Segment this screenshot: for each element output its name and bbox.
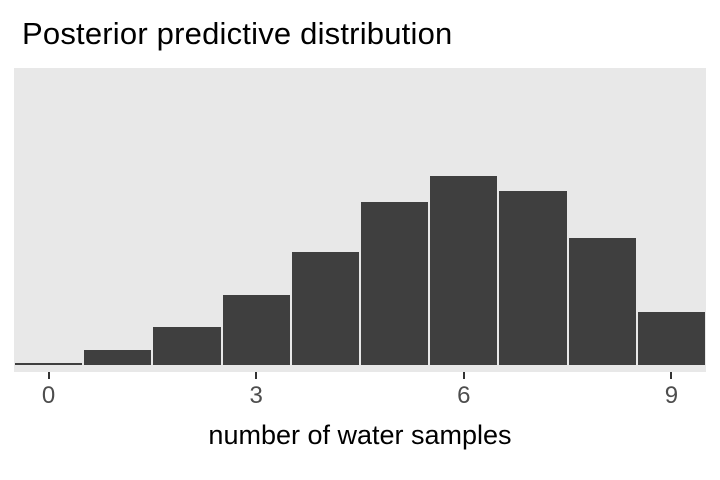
x-axis-title: number of water samples	[208, 420, 512, 450]
histogram-bar	[361, 202, 429, 366]
x-axis: number of water samples 0 3 6 9	[14, 372, 706, 480]
x-tick-mark	[255, 372, 258, 379]
x-tick-label: 9	[664, 382, 679, 409]
x-tick-label: 0	[41, 382, 56, 409]
histogram-bar	[291, 251, 359, 366]
x-tick-mark	[462, 372, 465, 379]
x-tick-mark	[47, 372, 50, 379]
histogram-bar	[568, 238, 636, 366]
histogram-bar	[499, 191, 567, 366]
plot-panel	[14, 68, 706, 372]
x-tick-label: 6	[457, 382, 471, 409]
histogram-bar	[15, 363, 83, 366]
histogram-bar	[430, 175, 498, 366]
histogram-bar	[637, 312, 705, 366]
histogram-bar	[153, 327, 221, 366]
histogram-bar	[222, 295, 290, 366]
x-tick-label: 3	[249, 382, 263, 409]
histogram-bar	[84, 349, 152, 366]
x-tick-mark	[670, 372, 673, 379]
chart-title: Posterior predictive distribution	[22, 16, 453, 51]
